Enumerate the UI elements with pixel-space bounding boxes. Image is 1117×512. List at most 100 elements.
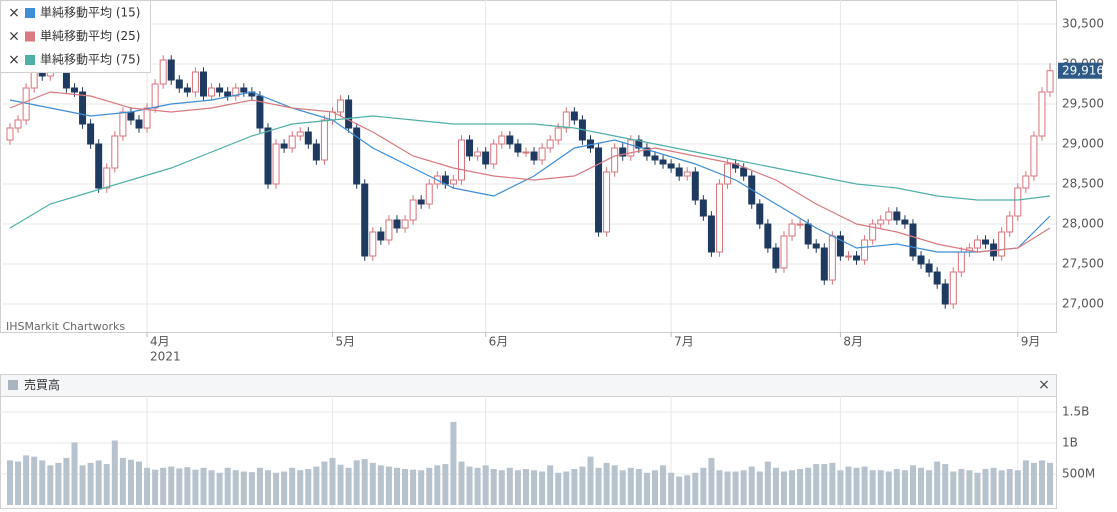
candle-body <box>240 87 248 93</box>
candle-body <box>498 135 506 145</box>
volume-bar <box>708 457 715 505</box>
y-tick-label: 29,500 <box>1062 97 1104 111</box>
x-tick-label: 8月 <box>843 335 863 349</box>
volume-bar <box>1038 460 1045 505</box>
volume-bar <box>474 467 481 505</box>
volume-bar <box>490 469 497 505</box>
volume-bar <box>482 465 489 505</box>
legend-remove[interactable]: × <box>8 29 20 45</box>
candle-body <box>264 127 272 185</box>
volume-bar <box>232 470 239 505</box>
volume-bar <box>240 471 247 505</box>
volume-bar <box>337 464 344 505</box>
candle-body <box>877 219 885 225</box>
legend-label: 単純移動平均 (15) <box>40 6 140 20</box>
candle-body <box>659 159 667 165</box>
candle-body <box>393 219 401 229</box>
candle-body <box>191 71 199 93</box>
volume-bar <box>740 470 747 505</box>
candle-body <box>425 183 433 205</box>
x-tick-label: 9月 <box>1021 335 1041 349</box>
candle-body <box>175 79 183 89</box>
candle-body <box>288 135 296 149</box>
volume-bar <box>224 467 231 505</box>
candle-body <box>933 271 941 285</box>
volume-bar <box>273 472 280 505</box>
volume-bar <box>522 469 529 505</box>
y-tick-label: 27,000 <box>1062 297 1104 311</box>
volume-bar <box>466 466 473 505</box>
close-button[interactable]: × <box>1038 377 1050 393</box>
candle-body <box>538 147 546 161</box>
volume-bar <box>184 467 191 505</box>
y-tick-label: 27,500 <box>1062 257 1104 271</box>
candle-body <box>417 199 425 205</box>
volume-bar <box>39 460 46 505</box>
candle-body <box>675 167 683 177</box>
volume-panel-frame <box>0 396 1057 509</box>
legend: × 単純移動平均 (15) × 単純移動平均 (25) × 単純移動平均 (75) <box>0 0 151 73</box>
candle-body <box>127 111 135 121</box>
candle-body <box>466 139 474 157</box>
candle-body <box>853 255 861 261</box>
volume-bar <box>547 465 554 505</box>
volume-bar <box>385 466 392 505</box>
volume-bar <box>676 476 683 505</box>
volume-bar <box>264 470 271 505</box>
volume-bar <box>127 459 134 505</box>
volume-bar <box>1030 462 1037 505</box>
candle-body <box>183 87 191 93</box>
volume-bar <box>764 461 771 505</box>
candle-body <box>820 247 828 281</box>
candle-body <box>1006 215 1014 233</box>
volume-bar <box>539 471 546 505</box>
volume-bar <box>789 470 796 505</box>
volume-bar <box>192 469 199 505</box>
candle-body <box>941 283 949 305</box>
candle-body <box>401 219 409 229</box>
volume-bar <box>958 469 965 505</box>
volume-bar <box>555 472 562 505</box>
volume-bar <box>119 457 126 505</box>
volume-bar <box>918 467 925 505</box>
candle-body <box>216 87 224 93</box>
candle-body <box>208 87 216 97</box>
volume-bar <box>95 460 102 505</box>
volume-bar <box>845 466 852 505</box>
candle-body <box>699 199 707 217</box>
volume-bar <box>893 469 900 505</box>
volume-bar <box>853 467 860 505</box>
volume-bar <box>877 470 884 505</box>
candle-body <box>707 215 715 253</box>
volume-bar <box>313 466 320 505</box>
candle-body <box>925 263 933 273</box>
y-tick-label: 1.5B <box>1062 404 1089 418</box>
volume-bar <box>353 460 360 505</box>
volume-bar <box>216 472 223 505</box>
candle-body <box>619 147 627 157</box>
candle-body <box>1014 187 1022 217</box>
candle-body <box>490 143 498 165</box>
legend-remove[interactable]: × <box>8 5 20 21</box>
volume-bar <box>514 470 521 505</box>
y-tick-label: 28,000 <box>1062 217 1104 231</box>
volume-bar <box>934 461 941 505</box>
candle-body <box>635 139 643 149</box>
candle-body <box>627 139 635 157</box>
candle-body <box>957 251 965 273</box>
y-tick-label: 29,000 <box>1062 137 1104 151</box>
volume-bar <box>603 462 610 505</box>
volume-bar <box>6 460 13 505</box>
volume-bar <box>829 462 836 505</box>
candle-body <box>973 239 981 249</box>
candle-body <box>337 99 345 113</box>
candle-body <box>224 91 232 97</box>
volume-bar <box>756 471 763 505</box>
legend-remove[interactable]: × <box>8 52 20 68</box>
volume-bar <box>71 442 78 505</box>
volume-bar <box>135 461 142 505</box>
volume-bar <box>660 465 667 505</box>
candle-body <box>836 235 844 257</box>
candle-body <box>409 199 417 221</box>
moving-average-line <box>9 91 1051 253</box>
